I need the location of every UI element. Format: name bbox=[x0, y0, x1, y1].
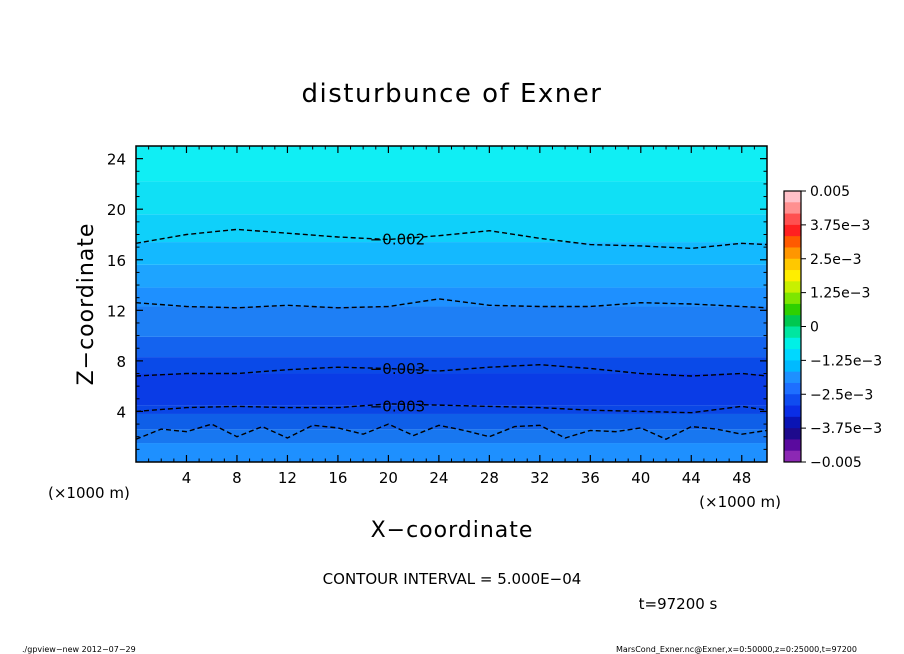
colorbar-swatch bbox=[784, 450, 801, 463]
x-tick-label: 36 bbox=[581, 469, 600, 487]
chart-title: disturbunce of Exner bbox=[302, 79, 603, 109]
field-band-9 bbox=[136, 264, 767, 288]
colorbar-swatch bbox=[784, 349, 801, 361]
field-band-10 bbox=[136, 242, 767, 265]
field-band-3 bbox=[136, 405, 767, 414]
contour-line-2 bbox=[135, 363, 768, 377]
y-axis-ticks: 4 8 12 16 20 24 bbox=[107, 151, 767, 450]
x-tick-label: 24 bbox=[429, 469, 448, 487]
y-tick-label: 4 bbox=[116, 403, 126, 421]
time-label: t=97200 s bbox=[639, 595, 718, 613]
colorbar-swatch bbox=[784, 303, 801, 316]
x-tick-label: 4 bbox=[182, 469, 192, 487]
colorbar-swatch bbox=[784, 428, 801, 440]
colorbar-swatch bbox=[784, 405, 801, 418]
colorbar-swatch bbox=[784, 326, 801, 339]
colorbar-swatch bbox=[784, 315, 801, 327]
contour-line-0 bbox=[135, 228, 768, 250]
colorbar-swatch bbox=[784, 439, 801, 452]
colorbar-label: 1.25e−3 bbox=[810, 286, 870, 302]
colorbar-label: −1.25e−3 bbox=[810, 353, 882, 369]
colorbar-swatch bbox=[784, 202, 801, 214]
plot-area: −0.002 −0.003 −0.003 bbox=[135, 146, 768, 462]
colorbar-label: 0 bbox=[810, 320, 819, 336]
field-band-12 bbox=[136, 181, 767, 215]
x-unit-left: (×1000 m) bbox=[48, 484, 130, 502]
colorbar-label: −3.75e−3 bbox=[810, 421, 882, 437]
field-band-8 bbox=[136, 287, 767, 307]
x-tick-label: 44 bbox=[682, 469, 701, 487]
y-tick-label: 24 bbox=[107, 151, 126, 169]
x-tick-label: 28 bbox=[480, 469, 499, 487]
colorbar-swatch bbox=[784, 224, 801, 237]
y-axis-label: Z−coordinate bbox=[74, 223, 99, 386]
y-tick-label: 8 bbox=[116, 353, 126, 371]
contour-label-2: −0.003 bbox=[370, 360, 426, 378]
field-band-11 bbox=[136, 214, 767, 243]
x-tick-label: 16 bbox=[328, 469, 347, 487]
field-band-13 bbox=[136, 146, 767, 182]
colorbar-swatch bbox=[784, 382, 801, 395]
x-tick-label: 48 bbox=[732, 469, 751, 487]
colorbar-swatch bbox=[784, 191, 801, 203]
colorbar-label: −0.005 bbox=[810, 455, 862, 471]
colorbar-swatch bbox=[784, 236, 801, 248]
y-tick-label: 20 bbox=[107, 201, 126, 219]
colorbar-swatch bbox=[784, 281, 801, 294]
colorbar-swatch bbox=[784, 258, 801, 271]
x-axis-label: X−coordinate bbox=[371, 518, 534, 543]
colorbar-swatch bbox=[784, 247, 801, 260]
colorbar-label: 0.005 bbox=[810, 184, 850, 200]
colorbar-swatch bbox=[784, 337, 801, 350]
colorbar-swatch bbox=[784, 270, 801, 282]
field-band-4 bbox=[136, 373, 767, 406]
colorbar-label: −2.5e−3 bbox=[810, 387, 873, 403]
field-band-7 bbox=[136, 306, 767, 337]
colorbar-swatch bbox=[784, 292, 801, 305]
colorbar: 0.005 3.75e−3 2.5e−3 1.25e−3 0 −1.25e−3 −2.5e−… bbox=[783, 184, 882, 471]
contour-line-4 bbox=[135, 423, 768, 440]
x-tick-label: 40 bbox=[631, 469, 650, 487]
x-tick-label: 8 bbox=[232, 469, 242, 487]
colorbar-label: 3.75e−3 bbox=[810, 218, 870, 234]
contour-label-0: −0.002 bbox=[370, 231, 426, 249]
field-band-1 bbox=[136, 429, 767, 444]
x-tick-label: 32 bbox=[530, 469, 549, 487]
field-band-6 bbox=[136, 336, 767, 358]
field-band-2 bbox=[136, 413, 767, 430]
colorbar-swatch bbox=[784, 371, 801, 384]
x-tick-label: 20 bbox=[379, 469, 398, 487]
y-tick-label: 16 bbox=[107, 252, 126, 270]
colorbar-swatch bbox=[784, 416, 801, 429]
footer-right: MarsCond_Exner.nc@Exner,x=0:50000,z=0:25… bbox=[616, 645, 857, 654]
contour-label-3: −0.003 bbox=[370, 397, 426, 415]
contour-line-1 bbox=[135, 298, 768, 309]
colorbar-swatch bbox=[784, 213, 801, 226]
x-tick-label: 12 bbox=[278, 469, 297, 487]
field-band-5 bbox=[136, 357, 767, 374]
footer-left: ./gpview−new 2012−07−29 bbox=[22, 645, 136, 654]
colorbar-swatch bbox=[784, 394, 801, 406]
x-unit-right: (×1000 m) bbox=[699, 493, 781, 511]
colorbar-label: 2.5e−3 bbox=[810, 252, 862, 268]
y-tick-label: 12 bbox=[107, 302, 126, 320]
x-axis-ticks: 4 8 12 16 20 24 28 32 36 40 44 48 bbox=[148, 146, 755, 487]
field-band-0 bbox=[136, 443, 767, 462]
contour-line-3 bbox=[135, 403, 768, 414]
colorbar-swatch bbox=[784, 360, 801, 373]
contour-interval-note: CONTOUR INTERVAL = 5.000E−04 bbox=[323, 570, 582, 588]
